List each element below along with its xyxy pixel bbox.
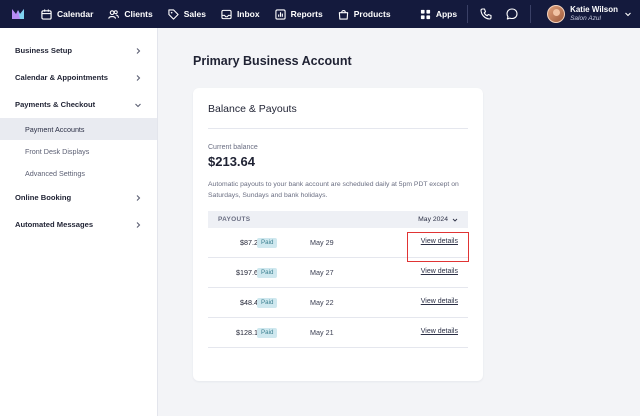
business-name: Salon Azul bbox=[570, 14, 601, 22]
view-details-link[interactable]: View details bbox=[420, 298, 458, 305]
chat-button[interactable] bbox=[504, 0, 520, 28]
apps-grid-icon bbox=[420, 9, 430, 19]
chat-bubble-icon bbox=[506, 8, 518, 20]
balance-payouts-card: Balance & Payouts Current balance $213.6… bbox=[193, 88, 483, 381]
calendar-icon bbox=[41, 8, 52, 20]
payout-date: May 21 bbox=[310, 328, 334, 337]
nav-divider-2 bbox=[530, 5, 532, 23]
card-title: Balance & Payouts bbox=[208, 103, 297, 115]
clients-icon bbox=[108, 9, 120, 19]
chevron-right-icon bbox=[136, 74, 141, 81]
tag-icon bbox=[168, 8, 179, 20]
view-details-link[interactable]: View details bbox=[420, 268, 458, 275]
payout-row: $197.60 Paid May 27 View details bbox=[208, 258, 468, 288]
payout-amount: $128.10 bbox=[236, 328, 262, 337]
payout-date: May 29 bbox=[310, 238, 334, 247]
sidebar-item-label: Payments & Checkout bbox=[15, 100, 96, 109]
sidebar-item-label: Online Booking bbox=[15, 193, 72, 202]
status-badge: Paid bbox=[257, 298, 278, 308]
sidebar-item-online-booking[interactable]: Online Booking bbox=[0, 184, 157, 211]
payout-row: $87.28 Paid May 29 View details bbox=[208, 228, 468, 258]
balance-value: $213.64 bbox=[208, 154, 255, 169]
nav-divider bbox=[467, 5, 469, 23]
chevron-down-icon bbox=[452, 218, 458, 222]
chevron-right-icon bbox=[136, 47, 141, 54]
reports-icon bbox=[274, 8, 286, 20]
nav-reports[interactable]: Reports bbox=[274, 0, 323, 28]
month-select[interactable]: May 2024 bbox=[418, 216, 458, 223]
nav-apps-label: Apps bbox=[435, 9, 458, 19]
nav-apps[interactable]: Apps bbox=[420, 0, 457, 28]
avatar bbox=[547, 5, 566, 23]
payouts-header-label: PAYOUTS bbox=[218, 216, 251, 223]
sidebar-item-calendar-appointments[interactable]: Calendar & Appointments bbox=[0, 64, 157, 91]
nav-clients-label: Clients bbox=[124, 9, 153, 19]
nav-sales[interactable]: Sales bbox=[168, 0, 206, 28]
card-divider bbox=[208, 128, 468, 129]
nav-products-label: Products bbox=[353, 9, 391, 19]
sidebar-item-label: Automated Messages bbox=[15, 220, 94, 229]
sidebar-subitem-advanced-settings[interactable]: Advanced Settings bbox=[25, 168, 85, 178]
inbox-icon bbox=[221, 9, 232, 19]
bag-icon bbox=[338, 9, 348, 20]
sidebar-subitem-front-desk-displays[interactable]: Front Desk Displays bbox=[25, 146, 90, 156]
nav-inbox-label: Inbox bbox=[236, 9, 260, 19]
top-nav: Calendar Clients Sales Inbox Reports Pro… bbox=[0, 0, 640, 28]
sidebar-item-business-setup[interactable]: Business Setup bbox=[0, 37, 157, 64]
view-details-link[interactable]: View details bbox=[420, 238, 458, 245]
sidebar-subitem-payment-accounts[interactable]: Payment Accounts bbox=[0, 118, 157, 140]
phone-button[interactable] bbox=[478, 0, 494, 28]
payout-schedule-note: Automatic payouts to your bank account a… bbox=[208, 181, 459, 199]
page-title: Primary Business Account bbox=[193, 54, 352, 68]
payout-row: $48.40 Paid May 22 View details bbox=[208, 288, 468, 318]
user-name: Katie Wilson bbox=[570, 5, 618, 15]
payouts-table-header: PAYOUTS May 2024 bbox=[208, 211, 468, 228]
payout-amount: $87.28 bbox=[240, 238, 262, 247]
chevron-right-icon bbox=[136, 221, 141, 228]
sidebar-item-payments-checkout[interactable]: Payments & Checkout bbox=[0, 91, 157, 118]
status-badge: Paid bbox=[257, 238, 278, 248]
highlight-box bbox=[407, 232, 469, 262]
settings-sidebar: Business Setup Calendar & Appointments P… bbox=[0, 28, 158, 416]
nav-reports-label: Reports bbox=[290, 9, 323, 19]
payout-date: May 22 bbox=[310, 298, 334, 307]
status-badge: Paid bbox=[257, 268, 278, 278]
brand-logo-icon[interactable] bbox=[11, 7, 25, 21]
view-details-link[interactable]: View details bbox=[420, 328, 458, 335]
user-menu[interactable]: Katie Wilson Salon Azul bbox=[547, 5, 632, 23]
nav-clients[interactable]: Clients bbox=[108, 0, 153, 28]
chevron-down-icon bbox=[625, 12, 631, 17]
status-badge: Paid bbox=[257, 328, 278, 338]
sidebar-item-label: Calendar & Appointments bbox=[15, 73, 108, 82]
payout-row: $128.10 Paid May 21 View details bbox=[208, 318, 468, 348]
nav-calendar-label: Calendar bbox=[57, 9, 94, 19]
payout-amount: $48.40 bbox=[240, 298, 262, 307]
payout-amount: $197.60 bbox=[236, 268, 262, 277]
chevron-down-icon bbox=[135, 103, 141, 107]
nav-calendar[interactable]: Calendar bbox=[41, 0, 93, 28]
nav-sales-label: Sales bbox=[183, 9, 206, 19]
sidebar-item-label: Business Setup bbox=[15, 46, 72, 55]
nav-products[interactable]: Products bbox=[338, 0, 391, 28]
phone-icon bbox=[480, 8, 492, 20]
chevron-right-icon bbox=[136, 194, 141, 201]
payout-date: May 27 bbox=[310, 268, 334, 277]
balance-label: Current balance bbox=[208, 144, 258, 151]
sidebar-item-automated-messages[interactable]: Automated Messages bbox=[0, 211, 157, 238]
month-select-value: May 2024 bbox=[418, 216, 448, 223]
nav-inbox[interactable]: Inbox bbox=[221, 0, 260, 28]
